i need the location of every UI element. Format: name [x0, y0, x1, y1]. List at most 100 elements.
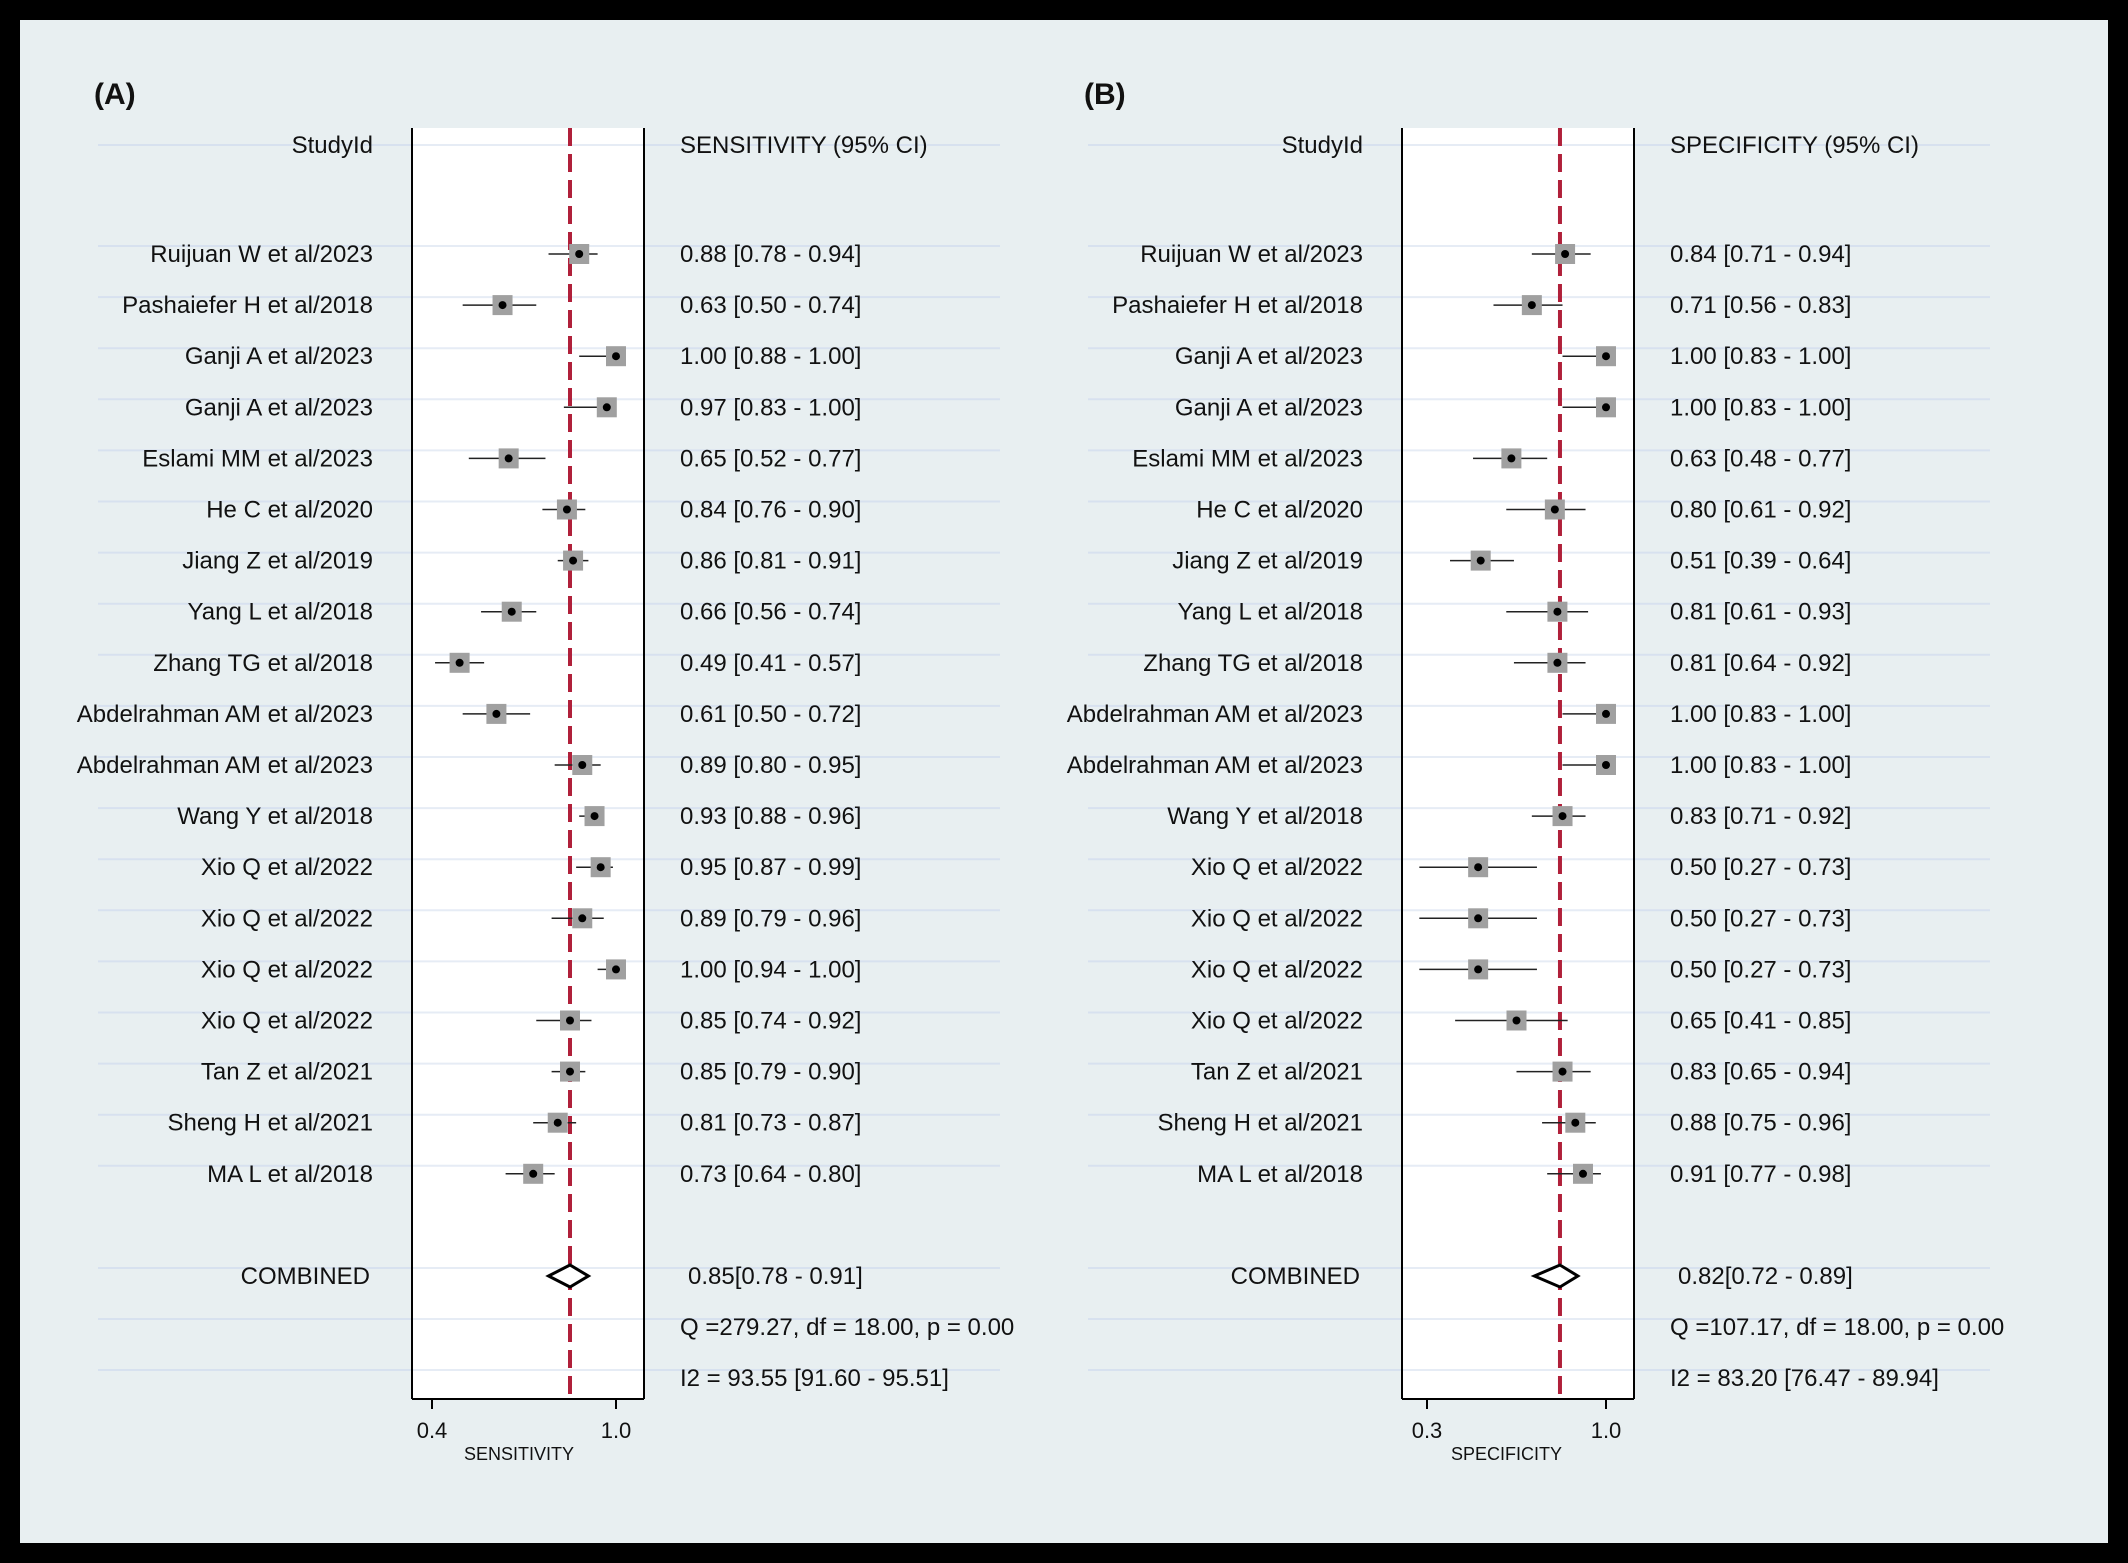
- point-estimate: [1578, 1169, 1587, 1178]
- study-ci-label: 0.50 [0.27 - 0.73]: [1670, 956, 1851, 983]
- study-name: Wang Y et al/2018: [1167, 803, 1363, 830]
- study-ci-label: 0.85 [0.79 - 0.90]: [680, 1059, 861, 1086]
- x-tick-label: 0.3: [1412, 1418, 1443, 1443]
- study-ci-label: 0.51 [0.39 - 0.64]: [1670, 548, 1851, 575]
- point-estimate: [1561, 250, 1570, 258]
- study-name: Zhang TG et al/2018: [153, 650, 373, 677]
- study-name: MA L et al/2018: [1197, 1161, 1363, 1188]
- point-estimate: [578, 914, 587, 923]
- combined-diamond: [545, 1263, 592, 1289]
- study-name: Tan Z et al/2021: [1191, 1059, 1363, 1086]
- panel-label: (A): [94, 78, 136, 111]
- figure-frame: (A) StudyId SENSITIVITY (95% CI) Ruijuan W …: [20, 20, 2108, 1543]
- study-name: Sheng H et al/2021: [1158, 1110, 1364, 1137]
- point-estimate: [1558, 1067, 1567, 1076]
- point-estimate: [1474, 965, 1483, 974]
- study-ci-label: 1.00 [0.83 - 1.00]: [1670, 394, 1851, 421]
- point-estimate: [566, 1016, 574, 1025]
- study-name: Zhang TG et al/2018: [1143, 650, 1363, 677]
- study-ci-label: 0.49 [0.41 - 0.57]: [680, 650, 861, 677]
- point-estimate: [1602, 709, 1610, 718]
- point-estimate: [498, 301, 507, 310]
- ci-header: SPECIFICITY (95% CI): [1670, 132, 1919, 159]
- point-estimate: [1507, 454, 1516, 463]
- study-name: MA L et al/2018: [207, 1161, 373, 1188]
- study-ci-label: 0.88 [0.75 - 0.96]: [1670, 1110, 1851, 1137]
- point-estimate: [1571, 1118, 1580, 1127]
- study-ci-label: 1.00 [0.83 - 1.00]: [1670, 343, 1851, 370]
- point-estimate: [1527, 301, 1536, 310]
- study-name: Tan Z et al/2021: [201, 1059, 373, 1086]
- point-estimate: [578, 761, 587, 769]
- point-estimate: [602, 403, 611, 412]
- point-estimate: [575, 250, 584, 258]
- panel-label: (B): [1084, 78, 1126, 111]
- point-estimate: [612, 965, 620, 974]
- x-axis-label: SENSITIVITY: [464, 1444, 574, 1464]
- study-name: Eslami MM et al/2023: [142, 445, 373, 472]
- study-ci-label: 0.63 [0.50 - 0.74]: [680, 292, 861, 319]
- study-name: He C et al/2020: [1196, 497, 1363, 524]
- study-ci-label: 0.63 [0.48 - 0.77]: [1670, 445, 1851, 472]
- study-name: Abdelrahman AM et al/2023: [1067, 752, 1363, 779]
- study-ci-label: 0.91 [0.77 - 0.98]: [1670, 1161, 1851, 1188]
- forest-plot-figure: (A) StudyId SENSITIVITY (95% CI) Ruijuan W …: [77, 78, 2004, 1464]
- point-estimate: [562, 505, 571, 514]
- point-estimate: [612, 352, 620, 361]
- study-name: Ganji A et al/2023: [185, 343, 373, 370]
- ci-header: SENSITIVITY (95% CI): [680, 132, 928, 159]
- study-name: Xio Q et al/2022: [201, 956, 373, 983]
- study-ci-label: 1.00 [0.94 - 1.00]: [680, 956, 861, 983]
- study-ci-label: 0.86 [0.81 - 0.91]: [680, 548, 861, 575]
- study-id-header: StudyId: [292, 132, 373, 159]
- heterogeneity-stat: Q =107.17, df = 18.00, p = 0.00: [1670, 1314, 2004, 1341]
- point-estimate: [1474, 863, 1483, 872]
- study-name: Xio Q et al/2022: [201, 905, 373, 932]
- study-name: Sheng H et al/2021: [168, 1110, 374, 1137]
- point-estimate: [492, 709, 501, 718]
- plot-area: [1402, 128, 1634, 1399]
- point-estimate: [553, 1118, 562, 1127]
- point-estimate: [529, 1169, 538, 1178]
- point-estimate: [1602, 761, 1610, 769]
- point-estimate: [1476, 556, 1485, 565]
- point-estimate: [1558, 812, 1567, 821]
- x-tick-label: 1.0: [1591, 1418, 1622, 1443]
- combined-label: COMBINED: [1231, 1263, 1360, 1290]
- study-ci-label: 0.85 [0.74 - 0.92]: [680, 1008, 861, 1035]
- study-name: Abdelrahman AM et al/2023: [1067, 701, 1363, 728]
- study-name: Jiang Z et al/2019: [1172, 548, 1363, 575]
- point-estimate: [566, 1067, 574, 1076]
- study-name: Ganji A et al/2023: [185, 394, 373, 421]
- study-ci-label: 0.81 [0.64 - 0.92]: [1670, 650, 1851, 677]
- study-name: Wang Y et al/2018: [177, 803, 373, 830]
- point-estimate: [590, 812, 599, 821]
- study-ci-label: 0.65 [0.52 - 0.77]: [680, 445, 861, 472]
- x-tick-label: 0.4: [417, 1418, 448, 1443]
- study-ci-label: 0.61 [0.50 - 0.72]: [680, 701, 861, 728]
- point-estimate: [1550, 505, 1559, 514]
- point-estimate: [504, 454, 513, 463]
- point-estimate: [1602, 352, 1610, 361]
- study-name: Xio Q et al/2022: [1191, 956, 1363, 983]
- study-ci-label: 0.80 [0.61 - 0.92]: [1670, 497, 1851, 524]
- point-estimate: [596, 863, 605, 872]
- study-ci-label: 0.81 [0.61 - 0.93]: [1670, 599, 1851, 626]
- study-ci-label: 0.88 [0.78 - 0.94]: [680, 241, 861, 268]
- study-name: Xio Q et al/2022: [1191, 905, 1363, 932]
- heterogeneity-stat: I2 = 83.20 [76.47 - 89.94]: [1670, 1365, 1939, 1392]
- study-ci-label: 1.00 [0.83 - 1.00]: [1670, 752, 1851, 779]
- study-name: Xio Q et al/2022: [201, 854, 373, 881]
- study-ci-label: 1.00 [0.83 - 1.00]: [1670, 701, 1851, 728]
- study-name: Xio Q et al/2022: [201, 1008, 373, 1035]
- point-estimate: [1512, 1016, 1521, 1025]
- study-name: Xio Q et al/2022: [1191, 854, 1363, 881]
- study-name: Yang L et al/2018: [1178, 599, 1363, 626]
- study-name: Abdelrahman AM et al/2023: [77, 701, 373, 728]
- study-ci-label: 0.73 [0.64 - 0.80]: [680, 1161, 861, 1188]
- point-estimate: [507, 607, 516, 616]
- combined-label: COMBINED: [241, 1263, 370, 1290]
- study-ci-label: 0.95 [0.87 - 0.99]: [680, 854, 861, 881]
- study-name: Pashaiefer H et al/2018: [122, 292, 373, 319]
- study-ci-label: 0.50 [0.27 - 0.73]: [1670, 905, 1851, 932]
